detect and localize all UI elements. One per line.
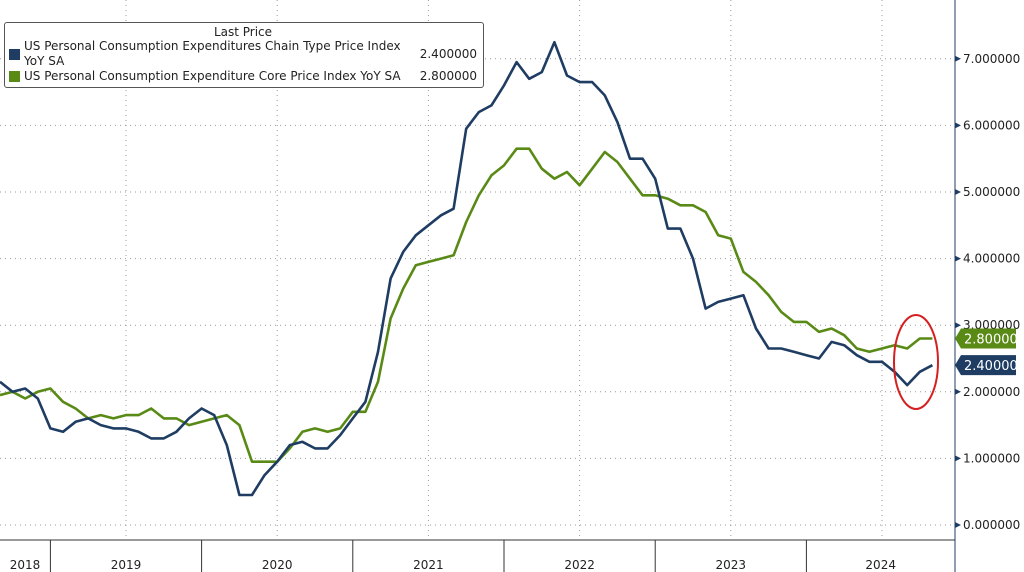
x-tick-label: 2024 xyxy=(865,558,896,572)
legend-label: US Personal Consumption Expenditure Core… xyxy=(24,69,401,83)
y-tick-label: 1.000000 xyxy=(963,451,1020,465)
last-value-label: 2.400000 xyxy=(964,359,1024,374)
legend-swatch-headline xyxy=(9,48,20,60)
y-tick xyxy=(955,122,961,129)
last-value-label: 2.800000 xyxy=(964,333,1024,348)
series-line-core xyxy=(0,147,933,463)
y-tick xyxy=(955,455,961,462)
y-tick xyxy=(955,388,961,395)
legend-title: Last Price xyxy=(213,25,273,39)
legend: Last Price US Personal Consumption Expen… xyxy=(4,22,484,88)
y-tick-label: 2.000000 xyxy=(963,385,1020,399)
legend-item-headline: US Personal Consumption Expenditures Cha… xyxy=(9,39,477,69)
y-tick xyxy=(955,55,961,62)
y-tick-label: 7.000000 xyxy=(963,52,1020,66)
x-tick-label: 2018 xyxy=(10,558,41,572)
legend-item-core: US Personal Consumption Expenditure Core… xyxy=(9,69,477,84)
y-tick xyxy=(955,189,961,195)
y-tick xyxy=(955,522,961,528)
y-tick-label: 5.000000 xyxy=(963,185,1020,199)
last-value-callout xyxy=(955,328,1016,349)
x-tick-label: 2023 xyxy=(716,558,747,572)
annotation-ellipse xyxy=(893,314,939,410)
series-line-headline xyxy=(0,40,934,497)
x-tick-label: 2019 xyxy=(111,558,142,572)
x-tick-label: 2022 xyxy=(564,558,595,572)
y-tick xyxy=(955,255,961,262)
y-tick xyxy=(955,322,961,329)
last-value-callout xyxy=(955,355,1016,376)
y-tick-label: 4.000000 xyxy=(963,252,1020,266)
y-tick-label: 0.000000 xyxy=(963,518,1020,532)
y-tick-label: 6.000000 xyxy=(963,118,1020,132)
x-tick-label: 2020 xyxy=(262,558,293,572)
legend-swatch-core xyxy=(9,71,20,82)
x-tick-label: 2021 xyxy=(413,558,444,572)
legend-value: 2.800000 xyxy=(419,69,477,83)
legend-label: US Personal Consumption Expenditures Cha… xyxy=(24,39,401,68)
legend-value: 2.400000 xyxy=(419,46,477,61)
